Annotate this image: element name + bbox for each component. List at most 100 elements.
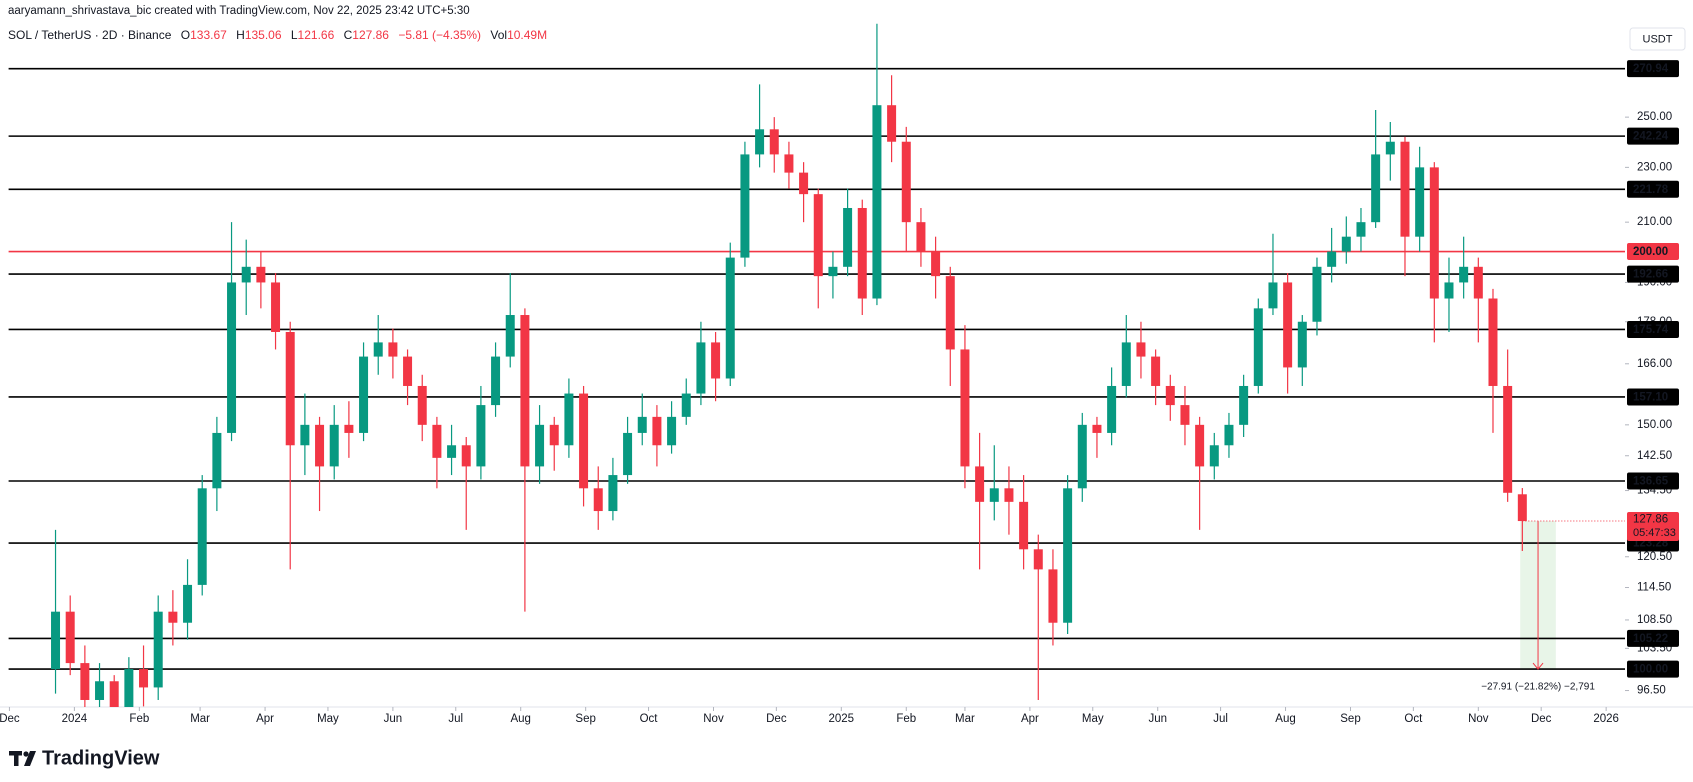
level-label: 192.66 <box>1633 269 1668 281</box>
x-tick-label: Jun <box>384 713 403 725</box>
candle-body <box>1517 494 1527 522</box>
level-label-box <box>1627 180 1679 198</box>
chart-header: aaryamann_shrivastava_bic created with T… <box>8 5 470 17</box>
level-label: 136.65 <box>1633 476 1669 488</box>
candle-body <box>1253 308 1263 386</box>
candle-body <box>1209 445 1219 467</box>
candle-body <box>1063 488 1073 623</box>
candle-body <box>828 266 838 277</box>
candle-body <box>80 663 90 700</box>
candle-body <box>168 611 178 623</box>
x-tick-label: Jul <box>1213 713 1228 725</box>
candle-body <box>931 251 941 277</box>
legend-value: 127.86 <box>352 28 389 42</box>
legend-volume: 10.49M <box>507 28 547 42</box>
x-tick-label: Oct <box>1404 713 1423 725</box>
candle-body <box>1459 266 1469 283</box>
brand-name: TradingView <box>42 747 160 769</box>
x-tick-label: Feb <box>129 713 149 725</box>
candle-body <box>975 466 985 502</box>
x-tick-label: Apr <box>1021 713 1039 725</box>
y-tick-label: 150.00 <box>1637 419 1672 431</box>
candle-body <box>1004 488 1014 502</box>
candle-body <box>901 141 911 223</box>
level-label: 242.24 <box>1633 131 1669 143</box>
candle-body <box>843 207 853 267</box>
candle-body <box>212 432 222 489</box>
level-label: 157.10 <box>1633 392 1668 404</box>
x-tick-label: Oct <box>640 713 659 725</box>
candle-body <box>784 154 794 173</box>
y-tick-label: 96.50 <box>1637 685 1666 697</box>
x-tick-label: Dec <box>766 713 787 725</box>
level-label-box <box>1627 60 1679 78</box>
x-tick-label: Sep <box>575 713 595 725</box>
candle-body <box>109 681 119 708</box>
candle-body <box>799 172 809 195</box>
legend-key: O <box>181 28 190 42</box>
candle-body <box>153 611 163 688</box>
candle-body <box>329 424 339 467</box>
candle-body <box>197 488 207 585</box>
candle-body <box>1400 141 1410 237</box>
level-label-box <box>1627 472 1679 490</box>
candle-body <box>1033 549 1043 570</box>
y-tick-label: 166.00 <box>1637 358 1672 370</box>
candle-body <box>1312 266 1322 322</box>
x-tick-label: 2025 <box>829 713 855 725</box>
candle-body <box>139 669 149 688</box>
x-tick-label: Nov <box>1468 713 1489 725</box>
candle-body <box>989 488 999 502</box>
candle-body <box>667 416 677 446</box>
candle-body <box>417 385 427 425</box>
candle-body <box>491 356 501 406</box>
candle-body <box>65 611 75 664</box>
y-tick-label: 108.50 <box>1637 614 1672 626</box>
candle-body <box>403 356 413 386</box>
level-label-box <box>1627 320 1679 338</box>
candle-body <box>1077 424 1087 489</box>
candle-body <box>1341 236 1351 252</box>
candle-body <box>1136 342 1146 357</box>
level-label: 270.94 <box>1633 63 1669 75</box>
candle-body <box>1283 282 1293 368</box>
candle-body <box>1151 356 1161 386</box>
legend-key: C <box>344 28 353 42</box>
level-label: 200.00 <box>1633 246 1668 258</box>
legend: SOL / TetherUS · 2D · Binance O133.67 H1… <box>8 28 547 42</box>
measure-arrowhead <box>1532 662 1544 670</box>
logo-part <box>24 751 36 766</box>
legend-change: −5.81 (−4.35%) <box>398 28 481 42</box>
candle-body <box>256 266 266 283</box>
candle-body <box>373 342 383 357</box>
currency-box[interactable] <box>1629 27 1686 51</box>
logo-part <box>14 751 19 766</box>
candle-body <box>872 105 882 299</box>
x-tick-label: Feb <box>896 713 916 725</box>
candle-body <box>520 315 530 467</box>
legend-key: H <box>236 28 245 42</box>
candle-body <box>95 681 105 700</box>
legend-key: L <box>291 28 298 42</box>
y-tick-label: 142.50 <box>1637 450 1672 462</box>
x-tick-label: Nov <box>703 713 724 725</box>
level-label: 105.22 <box>1633 633 1668 645</box>
candle-body <box>183 584 193 623</box>
candle-body <box>1165 385 1175 406</box>
level-label-box <box>1627 265 1679 283</box>
currency-label[interactable]: USDT <box>1643 33 1673 45</box>
candle-body <box>564 393 574 446</box>
candle-body <box>1503 385 1513 493</box>
level-label-box <box>1627 127 1679 145</box>
candle-body <box>769 129 779 155</box>
candle-body <box>241 266 251 283</box>
candle-body <box>857 207 867 299</box>
candle-body <box>579 393 589 489</box>
candle-body <box>1444 282 1454 299</box>
candle-body <box>1488 298 1498 386</box>
x-tick-label: Jun <box>1148 713 1167 725</box>
x-tick-label: May <box>1082 713 1104 725</box>
candle-body <box>1107 385 1117 433</box>
